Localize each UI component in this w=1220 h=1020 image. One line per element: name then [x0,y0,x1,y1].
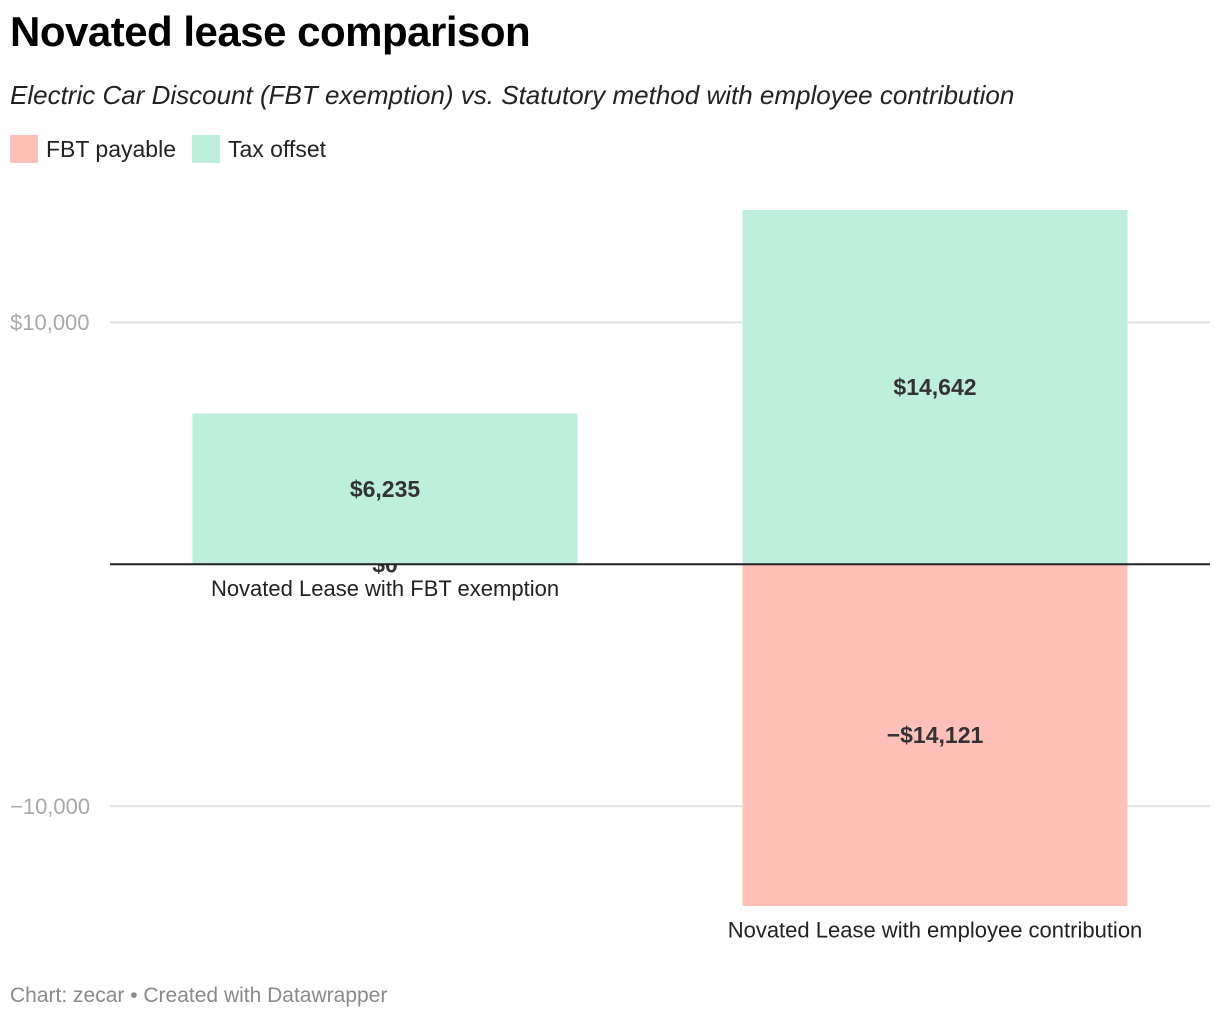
y-tick-label-neg-10-000: −10,000 [10,794,90,819]
value-label-tax-offset-2: $14,642 [893,374,976,400]
legend-label-fbt-payable: FBT payable [46,135,176,162]
legend-item-fbt-payable: FBT payable [10,135,176,163]
value-label-fbt-payable-2: −$14,121 [887,722,984,748]
legend-label-tax-offset: Tax offset [227,135,327,162]
legend-swatch-tax-offset [191,135,220,163]
value-label-tax-offset-1: $6,235 [350,476,421,502]
chart-footer: Chart: zecar • Created with Datawrapper [10,984,388,1007]
category-label-1: Novated Lease with FBT exemption [211,576,559,601]
chart-subtitle: Electric Car Discount (FBT exemption) vs… [10,80,1015,110]
legend: FBT payable Tax offset [10,135,342,163]
bar-tax-offset-1 [192,413,578,565]
legend-item-tax-offset: Tax offset [191,135,327,163]
category-label-2: Novated Lease with employee contribution [728,918,1143,943]
chart-title: Novated lease comparison [10,8,531,55]
legend-swatch-fbt-payable [10,135,38,163]
bar-fbt-payable-2 [742,564,1128,906]
y-tick-label-10-000: $10,000 [10,310,90,335]
bar-tax-offset-2 [742,210,1128,565]
